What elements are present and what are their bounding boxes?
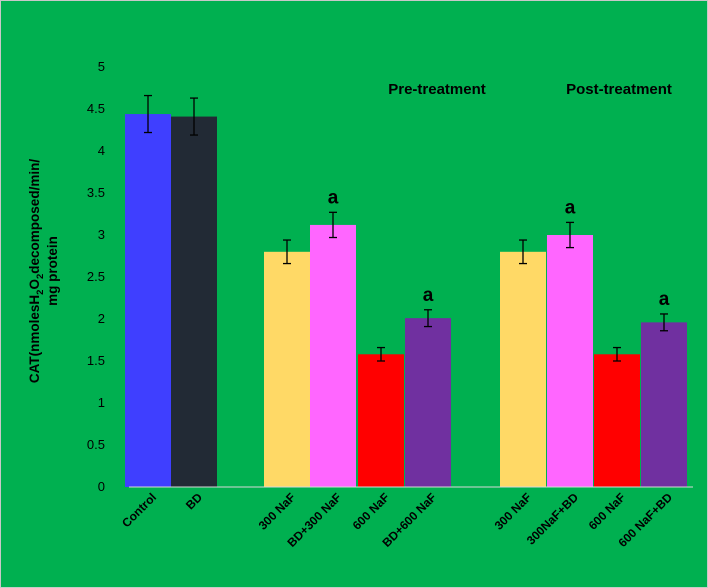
y-tick-label: 3 xyxy=(98,227,105,242)
bar-300-naf xyxy=(264,251,310,487)
error-bar xyxy=(283,239,291,265)
group-label-pre-treatment: Pre-treatment xyxy=(388,81,486,98)
y-tick-label: 1 xyxy=(98,395,105,410)
bar-control xyxy=(125,114,171,487)
y-tick-label: 4 xyxy=(98,143,105,158)
error-bar xyxy=(613,346,621,362)
error-bar xyxy=(424,309,432,328)
error-bar xyxy=(660,313,668,332)
error-bar xyxy=(566,221,574,249)
y-tick-label: 2.5 xyxy=(87,269,105,284)
y-axis-ticks: 0 0.5 1 1.5 2 2.5 3 3.5 4 4.5 5 xyxy=(87,59,105,494)
y-tick-label: 0.5 xyxy=(87,437,105,452)
y-axis-label-line2: mg protein xyxy=(45,236,60,306)
significance-marker: a xyxy=(423,285,434,306)
significance-marker: a xyxy=(328,187,339,208)
x-tick-label: Control xyxy=(119,490,159,530)
bar-600-naf xyxy=(594,354,640,487)
significance-markers: a a a a xyxy=(328,187,670,310)
bar-bd-300-naf xyxy=(310,224,356,488)
y-tick-label: 2 xyxy=(98,311,105,326)
significance-marker: a xyxy=(565,197,576,218)
error-bar xyxy=(144,94,152,134)
error-bar xyxy=(329,211,337,239)
bars xyxy=(125,114,687,488)
x-tick-label: BD xyxy=(183,490,205,512)
error-bar xyxy=(519,239,527,265)
y-tick-label: 0 xyxy=(98,479,105,494)
bar-600-naf-bd xyxy=(641,322,687,487)
y-axis-label-line1: CAT(nmolesH2O2decomposed/min/ xyxy=(27,159,46,383)
bar-bd xyxy=(171,116,217,487)
x-tick-label: 300 NaF xyxy=(256,490,298,532)
group-label-post-treatment: Post-treatment xyxy=(566,81,672,98)
y-tick-label: 5 xyxy=(98,59,105,74)
x-tick-label: 600 NaF xyxy=(586,490,628,532)
significance-marker: a xyxy=(659,289,670,310)
y-tick-label: 1.5 xyxy=(87,353,105,368)
bar-300-naf xyxy=(500,251,546,487)
error-bar xyxy=(377,346,385,362)
error-bar xyxy=(190,97,198,136)
error-bars xyxy=(144,94,668,362)
y-tick-label: 4.5 xyxy=(87,101,105,116)
bar-600-naf xyxy=(358,354,404,487)
bar-bd-600-naf xyxy=(405,318,451,487)
x-tick-label: 600 NaF xyxy=(350,490,392,532)
x-tick-label: 300 NaF xyxy=(492,490,534,532)
y-tick-label: 3.5 xyxy=(87,185,105,200)
bar-300naf-bd xyxy=(547,235,593,487)
y-axis-label: CAT(nmolesH2O2decomposed/min/ mg protein xyxy=(27,159,60,383)
